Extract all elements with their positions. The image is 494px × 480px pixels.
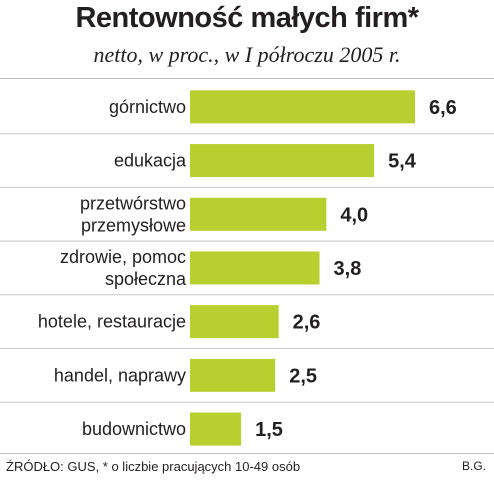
value-label: 5,4 xyxy=(388,151,417,173)
value-label: 1,5 xyxy=(255,419,283,441)
chart-subtitle: netto, w proc., w I półroczu 2005 r. xyxy=(93,42,401,67)
value-label: 4,0 xyxy=(340,204,368,226)
source-note: ŹRÓDŁO: GUS, * o liczbie pracujących 10-… xyxy=(6,459,301,474)
bar xyxy=(190,251,320,285)
bar xyxy=(190,358,276,392)
value-label: 2,5 xyxy=(289,365,317,387)
bar xyxy=(190,197,327,231)
chart-title: Rentowność małych firm* xyxy=(75,2,419,34)
value-label: 6,6 xyxy=(429,97,457,119)
bar xyxy=(190,305,279,339)
category-label: budownictwo xyxy=(82,419,186,439)
value-label: 3,8 xyxy=(334,258,362,280)
category-label: przetwórstwo xyxy=(80,193,186,213)
category-label: społeczna xyxy=(105,269,187,289)
category-label: edukacja xyxy=(114,151,187,171)
category-label: górnictwo xyxy=(109,97,186,117)
category-label: zdrowie, pomoc xyxy=(60,247,186,267)
category-label: handel, naprawy xyxy=(54,365,186,385)
bar xyxy=(190,412,242,446)
category-label: hotele, restauracje xyxy=(38,312,186,332)
bar xyxy=(190,90,415,124)
bar xyxy=(190,144,375,178)
top-divider xyxy=(0,78,494,79)
value-label: 2,6 xyxy=(293,312,321,334)
author-credit: B.G. xyxy=(461,459,486,473)
bottom-divider xyxy=(0,453,494,454)
category-label: przemysłowe xyxy=(81,215,186,235)
